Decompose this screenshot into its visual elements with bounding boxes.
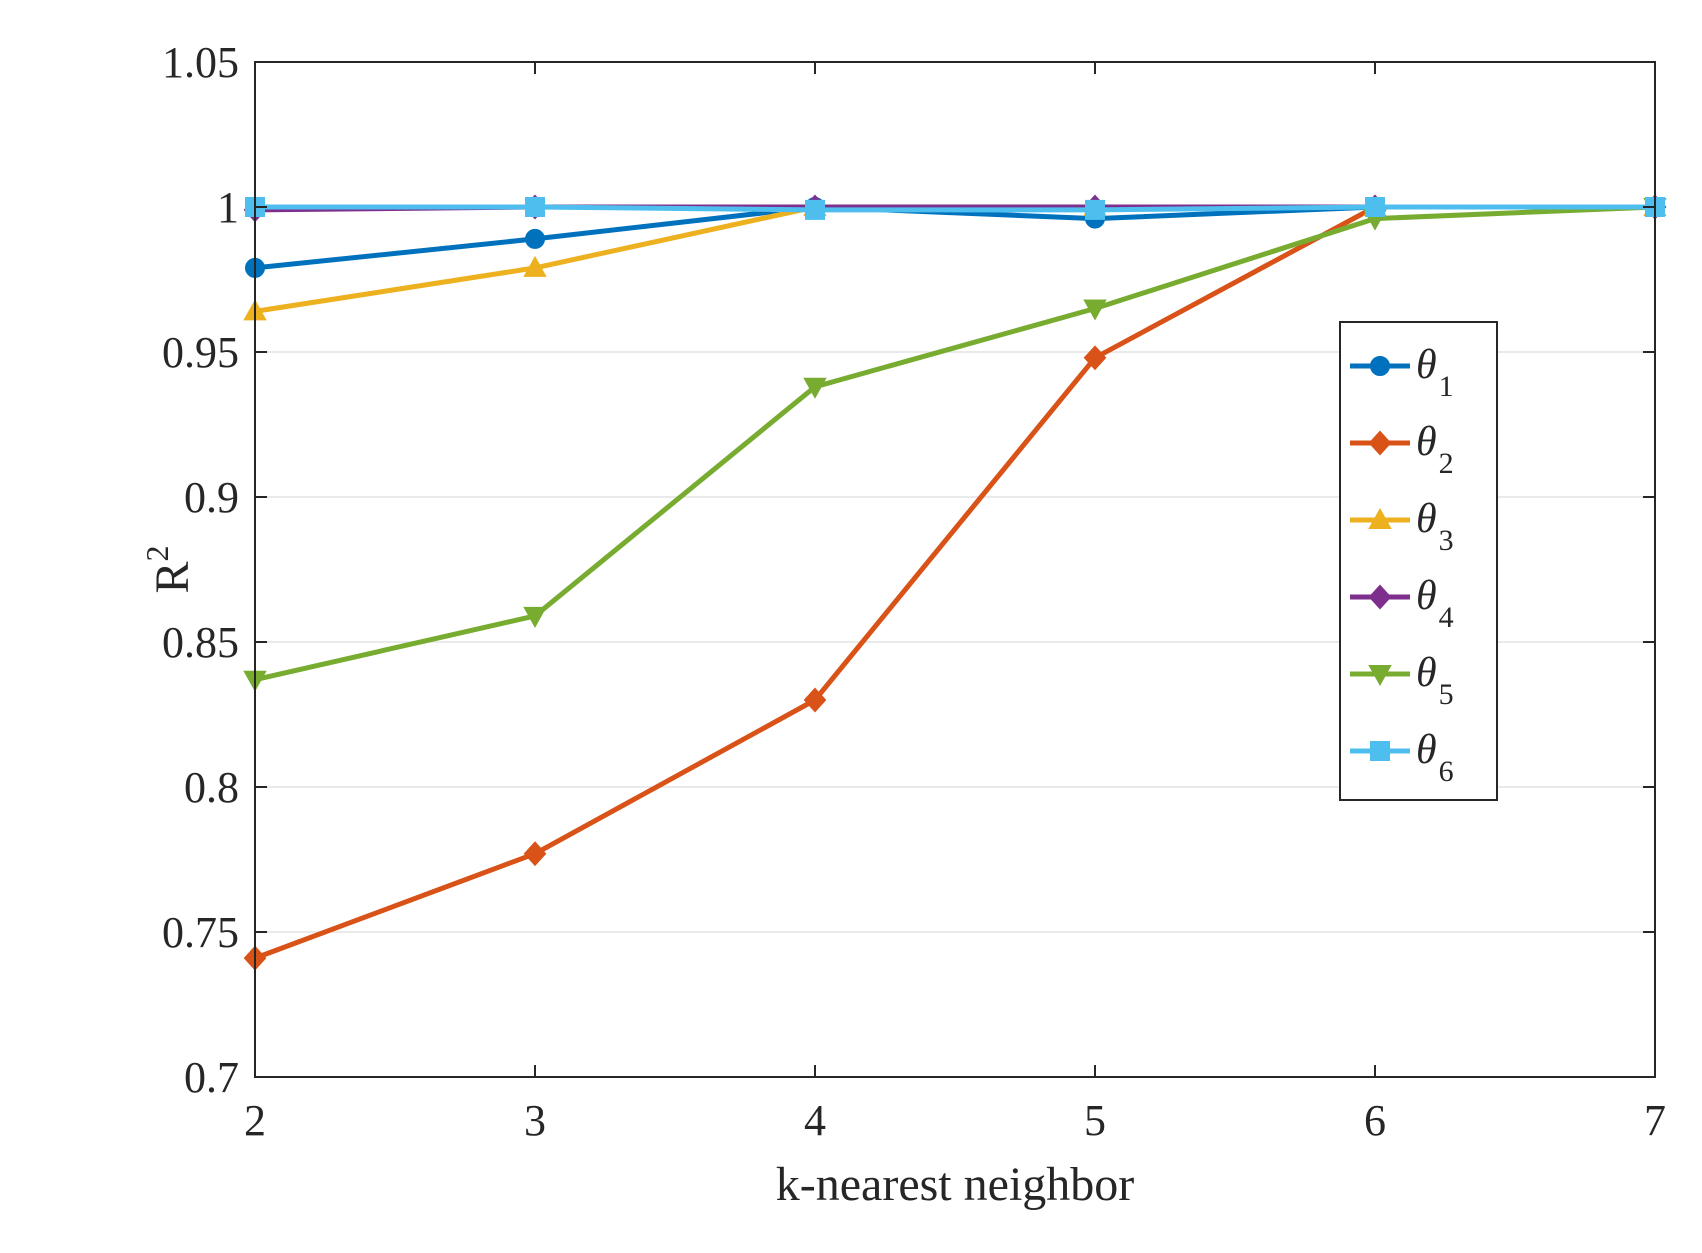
y-axis-title-base: R: [146, 561, 199, 593]
legend-label: θ4: [1416, 573, 1454, 634]
x-tick-label: 7: [1644, 1096, 1666, 1145]
legend-item-theta-3: θ3: [1350, 496, 1454, 557]
data-point-theta-2: [523, 841, 547, 867]
legend-label: θ5: [1416, 650, 1454, 711]
y-tick-label: 0.7: [184, 1053, 239, 1102]
legend-item-theta-2: θ2: [1350, 419, 1454, 480]
legend-item-theta-1: θ1: [1350, 342, 1454, 403]
y-axis-title-superscript: 2: [139, 545, 175, 561]
x-axis-title: k-nearest neighbor: [776, 1158, 1135, 1211]
x-tick-label: 3: [524, 1096, 546, 1145]
x-tick-label: 6: [1364, 1096, 1386, 1145]
data-point-theta-5: [803, 377, 827, 399]
legend-marker: [1370, 741, 1390, 761]
data-point-theta-3: [523, 255, 547, 277]
series-line-theta-6: [252, 204, 1658, 213]
data-point-theta-6: [1085, 199, 1105, 220]
data-point-theta-6: [525, 197, 545, 217]
legend-label: θ6: [1416, 727, 1454, 788]
x-tick-label: 2: [244, 1096, 266, 1145]
data-point-theta-2: [803, 687, 827, 713]
tick-labels: 0.7 0.75 0.8 0.85 0.9 0.95 1 1.05 2 3 4 5 6 7: [162, 38, 1666, 1145]
series-layer: [243, 194, 1667, 971]
data-point-theta-6: [805, 199, 825, 220]
legend-label: θ1: [1416, 342, 1454, 403]
series-line-theta-3: [252, 204, 1658, 314]
y-tick-label: 0.85: [162, 618, 239, 667]
data-point-theta-1: [525, 228, 545, 249]
legend: θ1 θ2 θ3 θ4 θ5 θ6: [1339, 321, 1498, 801]
legend-marker: [1370, 356, 1390, 376]
legend-label: θ3: [1416, 496, 1454, 557]
data-point-theta-5: [523, 606, 547, 628]
data-point-theta-6: [1365, 197, 1385, 217]
y-tick-label: 0.95: [162, 328, 239, 377]
legend-box: [1339, 321, 1498, 801]
legend-marker: [1368, 507, 1392, 529]
series-theta-6: [245, 197, 1665, 220]
series-line-theta-5: [252, 204, 1658, 683]
x-tick-label: 5: [1084, 1096, 1106, 1145]
y-tick-label: 0.9: [184, 473, 239, 522]
svg-text:R2: R2: [139, 545, 199, 593]
axis-ticks: [254, 61, 1656, 1078]
legend-item-theta-6: θ6: [1350, 727, 1454, 788]
y-tick-label: 1: [217, 183, 239, 232]
y-tick-label: 1.05: [162, 38, 239, 87]
y-tick-label: 0.8: [184, 763, 239, 812]
legend-item-theta-4: θ4: [1350, 573, 1454, 634]
legend-label: θ2: [1416, 419, 1454, 480]
legend-marker: [1368, 430, 1392, 456]
y-axis-title: R2: [139, 545, 199, 593]
legend-marker: [1368, 665, 1392, 687]
legend-item-theta-5: θ5: [1350, 650, 1454, 711]
y-tick-label: 0.75: [162, 908, 239, 957]
x-tick-label: 4: [804, 1096, 826, 1145]
legend-marker: [1368, 584, 1392, 610]
data-point-theta-2: [1083, 345, 1107, 371]
plot-frame: [254, 61, 1656, 1078]
data-point-theta-5: [1083, 299, 1107, 321]
